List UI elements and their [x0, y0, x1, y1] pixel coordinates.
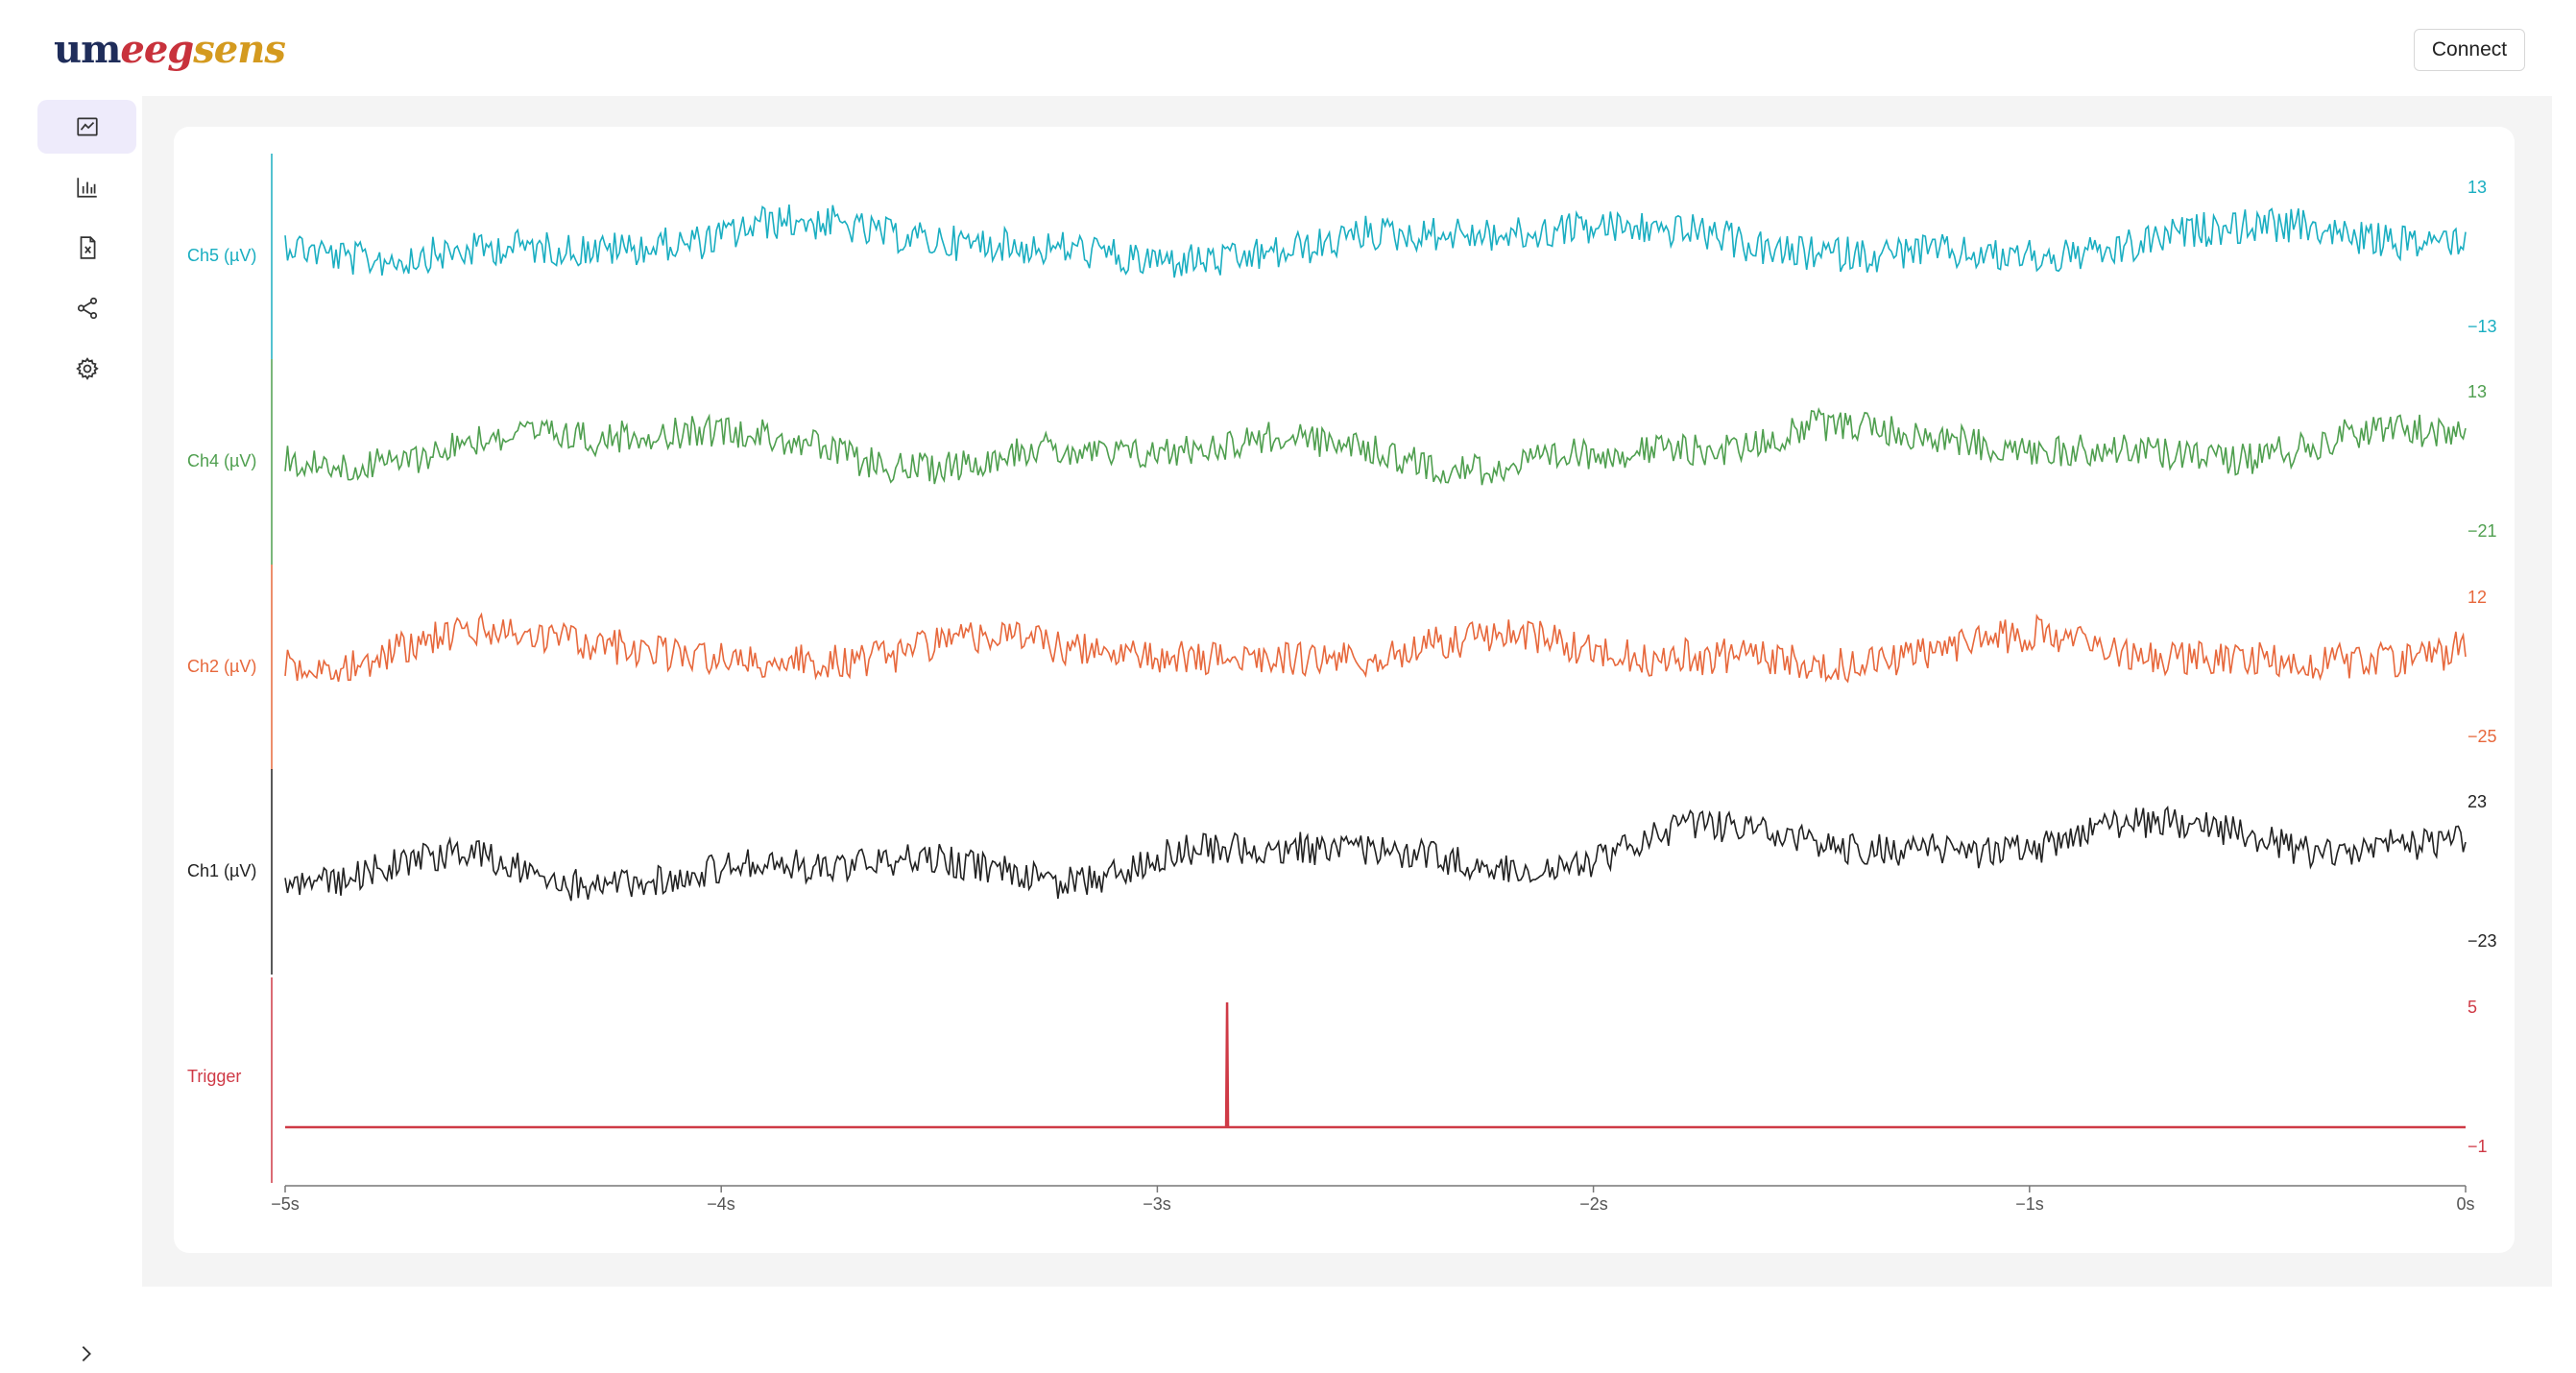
- scale-max-ch5: 13: [2468, 178, 2488, 197]
- connect-button[interactable]: Connect: [2414, 29, 2525, 71]
- scale-min-ch1: −23: [2468, 931, 2497, 951]
- app-header: umeegsens Connect: [0, 0, 2576, 96]
- nav-live-view[interactable]: [37, 100, 136, 154]
- channel-label-ch4: Ch4 (µV): [187, 451, 257, 470]
- app-logo: umeegsens: [54, 27, 286, 72]
- bar-chart-icon: [76, 178, 97, 198]
- channel-label-trigger: Trigger: [187, 1067, 242, 1086]
- sidebar-expand-button[interactable]: [67, 1335, 106, 1373]
- nav-statistics[interactable]: [37, 160, 136, 214]
- x-tick-label: 0s: [2456, 1194, 2475, 1214]
- scale-min-ch5: −13: [2468, 317, 2497, 336]
- scale-max-ch1: 23: [2468, 792, 2488, 811]
- scale-min-ch2: −25: [2468, 727, 2497, 746]
- signal-trace-trigger: [285, 1001, 2466, 1129]
- sidebar: [0, 96, 142, 1361]
- nav-settings[interactable]: [37, 342, 136, 396]
- logo-part-sens: sens: [193, 27, 286, 72]
- signal-trace-ch4: [284, 406, 2467, 486]
- scale-min-trigger: −1: [2468, 1137, 2488, 1156]
- logo-part-eeg: eeg: [120, 27, 194, 72]
- scale-min-ch4: −21: [2468, 521, 2497, 541]
- x-tick-label: −2s: [1579, 1194, 1608, 1214]
- signal-trace-ch2: [284, 612, 2467, 684]
- x-tick-label: −5s: [271, 1194, 300, 1214]
- nav-export[interactable]: [37, 221, 136, 275]
- signal-trace-ch1: [284, 805, 2467, 902]
- signal-plot: [271, 154, 2467, 1192]
- share-nodes-icon: [77, 297, 97, 320]
- gear-icon: [75, 357, 99, 380]
- channel-label-ch1: Ch1 (µV): [187, 861, 257, 880]
- channel-label-ch5: Ch5 (µV): [187, 246, 257, 265]
- chevron-right-icon: [82, 1346, 91, 1361]
- x-tick-label: −1s: [2015, 1194, 2044, 1214]
- channel-label-ch2: Ch2 (µV): [187, 657, 257, 676]
- scale-max-ch4: 13: [2468, 382, 2488, 401]
- nav-share[interactable]: [37, 281, 136, 335]
- signal-plot-card: [174, 127, 2515, 1253]
- scale-max-ch2: 12: [2468, 588, 2488, 607]
- scale-max-trigger: 5: [2468, 998, 2478, 1017]
- file-export-icon: [80, 236, 95, 259]
- x-tick-label: −4s: [707, 1194, 735, 1214]
- x-tick-label: −3s: [1143, 1194, 1171, 1214]
- line-chart-icon: [76, 117, 98, 136]
- logo-part-um: um: [54, 27, 121, 72]
- signal-trace-ch5: [284, 205, 2467, 278]
